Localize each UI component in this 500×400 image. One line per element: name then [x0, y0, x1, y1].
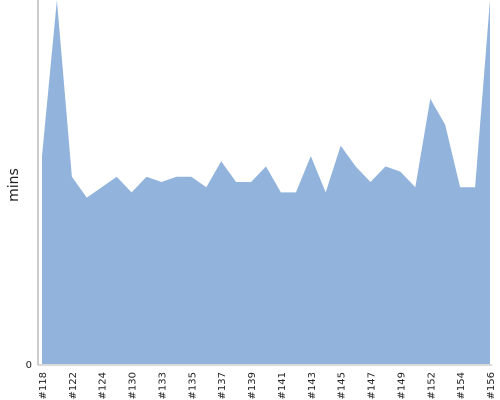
- x-tick-label: #154: [456, 372, 467, 399]
- x-tick-label: #147: [367, 372, 378, 399]
- x-tick-label: #141: [277, 372, 288, 399]
- x-tick-label: #152: [426, 372, 437, 399]
- x-tick-label: #124: [98, 372, 109, 399]
- series-area: [42, 0, 490, 364]
- y-tick-label: 0: [26, 360, 32, 371]
- x-tick-label: #137: [217, 372, 228, 399]
- y-axis-label: mins: [6, 168, 22, 202]
- x-tick-label: #130: [128, 372, 139, 399]
- x-tick-labels: #118 #122 #124 #130 #133 #135 #137 #139 #141 #143…: [38, 372, 497, 399]
- x-tick-label: #156: [486, 372, 497, 399]
- x-tick-label: #133: [158, 372, 169, 399]
- x-tick-label: #145: [337, 372, 348, 399]
- x-tick-label: #149: [396, 372, 407, 399]
- x-tick-label: #122: [68, 372, 79, 399]
- x-tick-label: #135: [187, 372, 198, 399]
- x-tick-label: #139: [247, 372, 258, 399]
- x-tick-label: #143: [307, 372, 318, 399]
- x-tick-label: #118: [38, 372, 49, 399]
